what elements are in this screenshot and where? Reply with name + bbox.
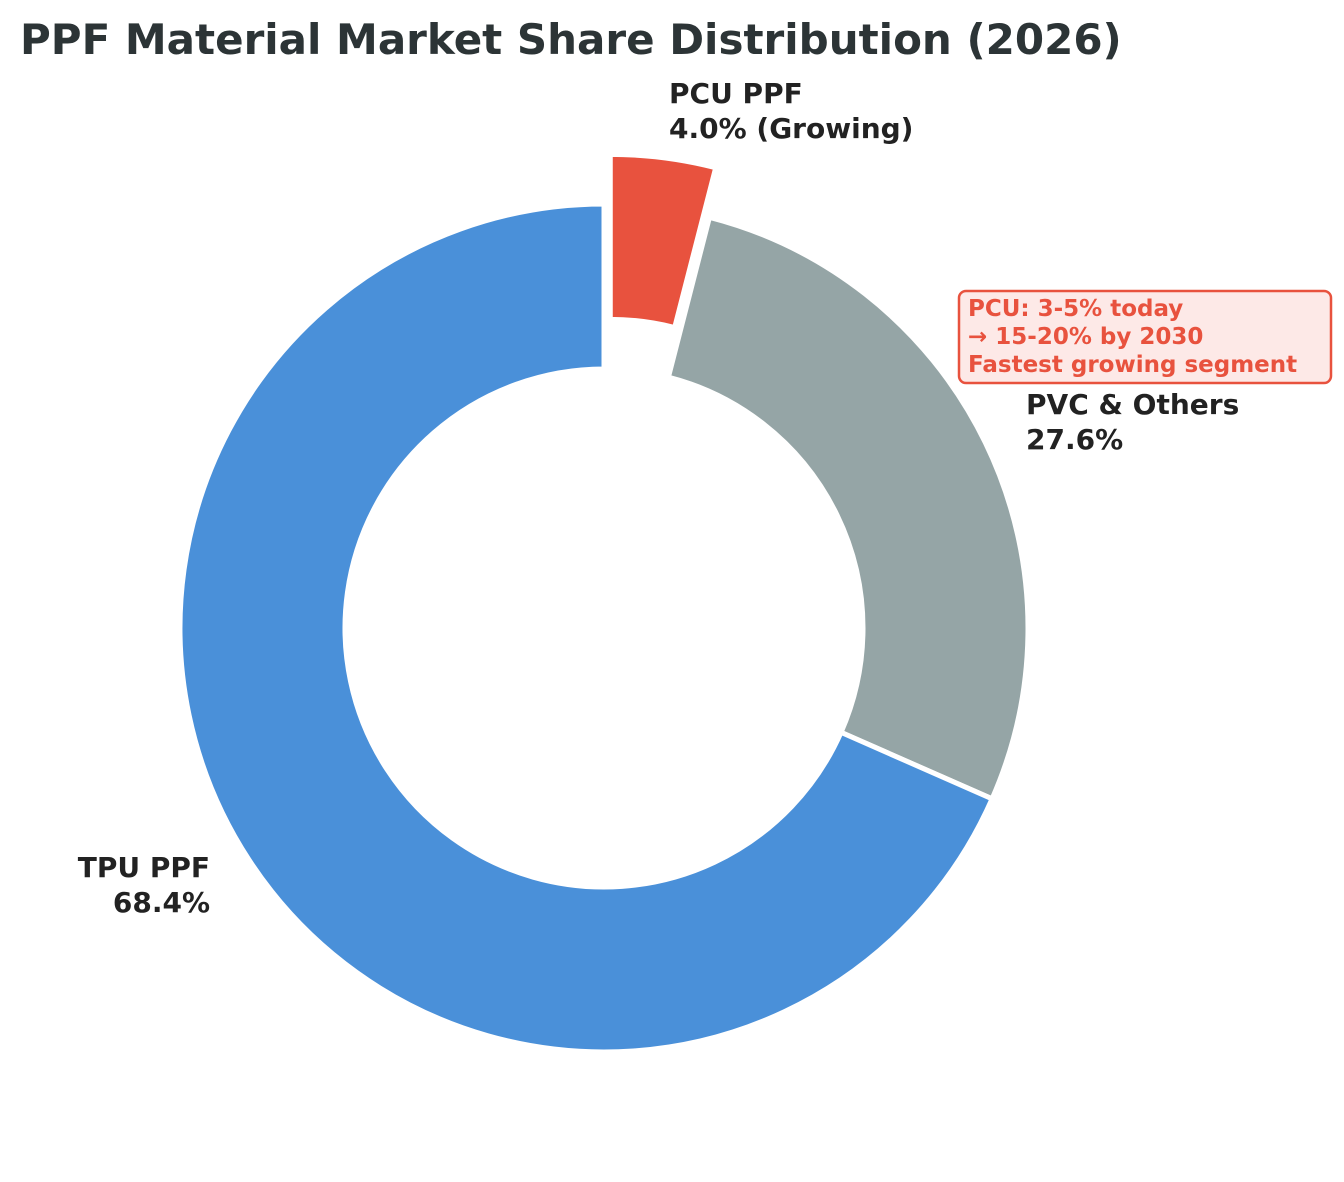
slice-label-percent: 27.6% xyxy=(1026,423,1123,456)
pcu-annotation: PCU: 3-5% today → 15-20% by 2030 Fastest… xyxy=(957,289,1333,385)
slice-tpu-ppf xyxy=(177,201,996,1055)
donut-slices xyxy=(177,151,1031,1055)
slice-pvc-others xyxy=(665,214,1031,803)
chart-title: PPF Material Market Share Distribution (… xyxy=(20,15,1122,64)
annotation-box xyxy=(957,289,1333,385)
annotation-line: → 15-20% by 2030 xyxy=(968,324,1203,350)
slice-label-name: PVC & Others xyxy=(1026,388,1239,421)
slice-label-percent: 68.4% xyxy=(113,886,210,919)
annotation-line: PCU: 3-5% today xyxy=(968,296,1183,322)
slice-label-name: PCU PPF xyxy=(669,77,803,110)
slice-pcu-ppf xyxy=(607,151,719,331)
annotation-line: Fastest growing segment xyxy=(968,352,1297,378)
slice-label-name: TPU PPF xyxy=(78,851,210,884)
slice-label-percent: 4.0% (Growing) xyxy=(669,112,913,145)
